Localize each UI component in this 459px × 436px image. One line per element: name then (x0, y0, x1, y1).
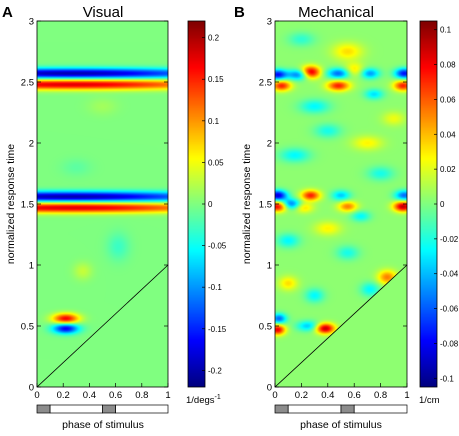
y-tick-label: 1.5 (259, 200, 272, 211)
y-tick-label: 2 (29, 139, 34, 150)
x-tick-label: 0.2 (57, 390, 70, 401)
colorbar-tick-label: 0.06 (440, 95, 456, 104)
x-tick-label: 0.2 (295, 390, 308, 401)
panel-title: Mechanical (298, 4, 374, 21)
colorbar-tick-label: -0.06 (440, 305, 459, 314)
y-tick-label: 3 (267, 17, 272, 28)
y-axis-label: normalized response time (241, 144, 253, 264)
x-tick-label: 0 (34, 390, 39, 401)
panel-letter: A (2, 4, 13, 21)
y-tick-label: 0 (29, 383, 34, 394)
y-axis-label: normalized response time (5, 144, 17, 264)
y-tick-label: 0 (267, 383, 272, 394)
stimulus-segment (274, 404, 289, 414)
colorbar-image (420, 21, 437, 387)
stimulus-segment (340, 404, 355, 414)
colorbar-tick-label: 0.08 (440, 61, 456, 70)
y-tick-label: 0.5 (21, 322, 34, 333)
x-tick-label: 0.8 (135, 390, 148, 401)
stimulus-segment (36, 404, 51, 414)
colorbar-unit: 1/degs-1 (186, 394, 221, 406)
panel-mechanical: B Mechanical 0 0.5 1 1.5 2 2.5 3 0 0.2 0.4 0.6 0.8 1… (234, 4, 459, 431)
y-tick-label: 2.5 (259, 78, 272, 89)
axis-ticks: 0 0.5 1 1.5 2 2.5 3 0 0.2 0.4 0.6 0.8 1 (259, 17, 410, 402)
colorbar-ticks: 0.2 0.15 0.1 0.05 0 -0.05 -0.1 -0.15 -0.2 (202, 34, 227, 375)
y-tick-label: 1 (29, 261, 34, 272)
colorbar-tick-label: 0.15 (208, 75, 224, 84)
x-tick-label: 0.6 (109, 390, 122, 401)
y-tick-label: 2.5 (21, 78, 34, 89)
x-tick-label: 0.8 (374, 390, 387, 401)
colorbar-tick-label: -0.1 (208, 283, 222, 292)
colorbar-tick-label: 0 (440, 200, 445, 209)
colorbar-tick-label: -0.1 (440, 374, 454, 383)
x-axis-label: phase of stimulus (62, 419, 144, 431)
heatmap-image (37, 21, 168, 387)
colorbar-image (188, 21, 205, 387)
x-tick-label: 0 (272, 390, 277, 401)
panel-letter: B (234, 4, 245, 21)
y-tick-label: 2 (267, 139, 272, 150)
colorbar-tick-label: 0.1 (208, 117, 220, 126)
stimulus-segment (49, 404, 103, 414)
x-tick-label: 0.6 (348, 390, 361, 401)
colorbar-tick-label: 0.04 (440, 130, 456, 139)
colorbar-tick-label: 0.1 (440, 26, 452, 35)
colorbar-tick-label: -0.02 (440, 235, 459, 244)
stimulus-bar (274, 404, 408, 414)
colorbar-tick-label: -0.04 (440, 270, 459, 279)
colorbar-tick-label: -0.2 (208, 366, 222, 375)
y-tick-label: 1.5 (21, 200, 34, 211)
colorbar-tick-label: -0.05 (208, 242, 227, 251)
x-tick-label: 0.4 (321, 390, 334, 401)
colorbar-ticks: 0.1 0.08 0.06 0.04 0.02 0 -0.02 -0.04 -0.06 -0.08… (434, 26, 459, 383)
heatmap-image (275, 21, 407, 387)
stimulus-segment (115, 404, 169, 414)
stimulus-segment (102, 404, 116, 414)
stimulus-segment (287, 404, 342, 414)
x-tick-label: 0.4 (83, 390, 96, 401)
diagonal-line (36, 264, 169, 388)
stimulus-bar (36, 404, 169, 414)
x-tick-label: 1 (404, 390, 409, 401)
stimulus-segment (353, 404, 408, 414)
colorbar-tick-label: 0.02 (440, 165, 456, 174)
panel-title: Visual (83, 4, 124, 21)
axis-ticks: 0 0.5 1 1.5 2 2.5 3 0 0.2 0.4 0.6 0.8 1 (21, 17, 171, 402)
y-tick-label: 3 (29, 17, 34, 28)
x-axis-label: phase of stimulus (300, 419, 382, 431)
diagonal-line (274, 264, 408, 388)
y-tick-label: 0.5 (259, 322, 272, 333)
colorbar-tick-label: -0.15 (208, 325, 227, 334)
colorbar-tick-label: 0.05 (208, 158, 224, 167)
panel-visual: A Visual 0 0.5 1 1.5 2 2.5 3 0 0.2 0.4 0.6 0.8 1 nor… (2, 4, 227, 431)
x-tick-label: 1 (165, 390, 170, 401)
colorbar-tick-label: 0.2 (208, 34, 220, 43)
colorbar-unit: 1/cm (419, 395, 440, 406)
y-tick-label: 1 (267, 261, 272, 272)
colorbar-tick-label: 0 (208, 200, 213, 209)
colorbar-tick-label: -0.08 (440, 339, 459, 348)
